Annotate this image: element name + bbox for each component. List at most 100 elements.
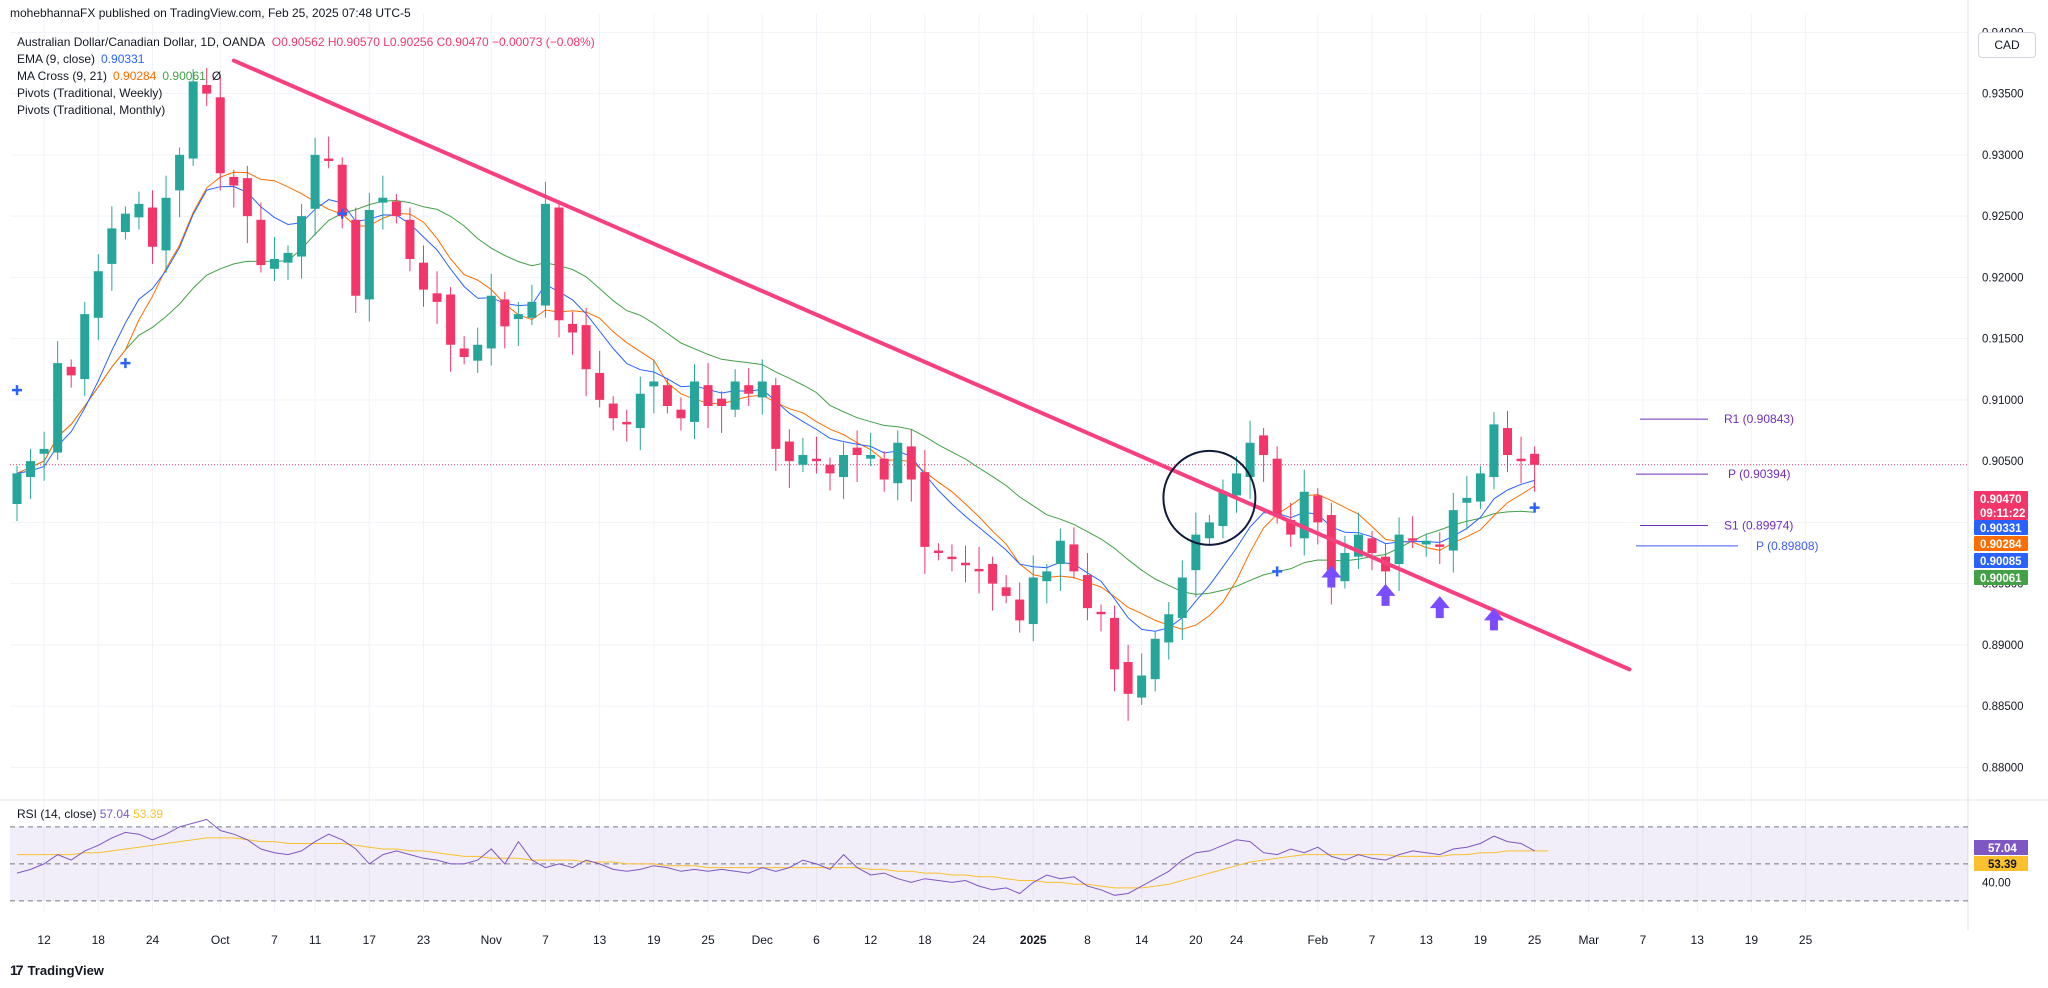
pivot-label: R1 (0.90843) [1724,412,1794,426]
trendline [231,58,1632,672]
candle-body [690,381,699,422]
candle-body [364,210,374,300]
legend-pivots-weekly[interactable]: Pivots (Traditional, Weekly) [17,86,163,100]
candle [1055,528,1065,591]
candle-body [446,294,456,345]
candle [1137,653,1147,705]
time-tick-label: 14 [1135,933,1149,947]
candle [866,432,876,467]
candle-body [920,472,930,547]
candle-body [988,564,998,584]
time-tick-label: 8 [1084,933,1091,947]
candle [811,436,821,474]
candle [1489,412,1499,490]
candle [1218,479,1228,539]
candle [500,292,510,349]
price-tag [1974,491,2028,506]
candle [1367,530,1377,571]
candle [1272,446,1282,524]
candle-body [513,314,523,320]
candle [473,327,483,373]
symbol-name: Australian Dollar/Canadian Dollar, 1D, O… [17,35,265,49]
candle-body [527,301,537,318]
currency-button[interactable]: CAD [1978,32,2036,58]
ema-value: 0.90331 [101,52,145,66]
time-tick-label: Nov [481,933,502,947]
candle-body [825,464,835,474]
time-axis[interactable]: 12 18 24 Oct 7 11 17 23 Nov 7 13 19 25 Dec 6 12 18 24 2025… [37,933,1812,947]
candle-body [974,568,984,572]
candle [1503,410,1512,473]
candle [1042,564,1052,604]
candle-body [351,219,361,296]
candle-body [757,381,767,398]
candle [1530,446,1540,492]
time-tick-label: 19 [647,933,661,947]
candle [961,545,970,583]
tradingview-brand[interactable]: 17 TradingView [10,962,104,978]
candle-body [1286,519,1296,535]
rsi-ma-value: 53.39 [133,807,164,821]
pivot-label: S1 (0.89974) [1724,519,1793,533]
legend-symbol-row[interactable]: Australian Dollar/Canadian Dollar, 1D, O… [17,34,595,51]
legend-pivots-monthly[interactable]: Pivots (Traditional, Monthly) [17,103,166,117]
rsi-tick-label: 40.00 [1982,877,2011,889]
candle-body [1015,599,1025,621]
candle [1326,502,1336,605]
candle-body [1232,473,1241,496]
candle-body [540,203,550,306]
candle [690,364,699,440]
candle [161,175,171,273]
cross-marker-icon [1529,502,1540,513]
price-tag [1974,520,2028,535]
candle-body [581,325,591,370]
candle [839,442,849,500]
candle-body [1042,571,1052,582]
candle [757,359,767,415]
candle [175,147,185,218]
candle [120,206,130,240]
rsi-value-tag [1974,840,2028,855]
price-tick-label: 0.89000 [1982,640,2024,652]
candle [1299,469,1309,556]
time-tick-label: 25 [701,933,715,947]
candle-body [893,442,903,484]
ma-extra: Ø [211,69,222,83]
candle-body [568,323,578,333]
price-axis[interactable]: 0.940000.935000.930000.925000.920000.915… [1974,27,2028,774]
price-tag-label: 0.90331 [1980,523,2022,535]
candle [730,369,740,418]
candle [134,191,144,230]
time-tick-label: 24 [972,933,986,947]
candle-body [649,381,659,387]
candle [635,376,645,451]
candle [1082,553,1092,621]
candle-body [337,164,347,217]
candle [581,308,591,397]
candle [649,359,659,414]
candle-body [1218,491,1228,527]
candle-body [134,203,144,218]
candle [1435,532,1445,565]
price-tick-label: 0.88000 [1982,762,2024,774]
candle [1286,502,1296,547]
time-tick-label: 20 [1189,933,1203,947]
candle [513,301,523,346]
legend-ma-row[interactable]: MA Cross (9, 21) 0.90284 0.90061 Ø [17,68,595,85]
candle [242,165,252,244]
candle-body [1489,424,1499,478]
rsi-legend[interactable]: RSI (14, close) 57.04 53.39 [17,807,163,821]
candle-body [148,207,157,247]
candle [568,311,578,355]
grid-lines [0,0,2048,930]
candle-body [1530,453,1540,465]
candle [39,431,49,481]
legend-ema-row[interactable]: EMA (9, close) 0.90331 [17,51,595,68]
candle-body [324,158,334,161]
candle [906,429,916,502]
price-tick-label: 0.92500 [1982,211,2024,223]
candle [1408,516,1418,549]
candle-body [1299,491,1309,539]
candle-body [80,314,90,380]
